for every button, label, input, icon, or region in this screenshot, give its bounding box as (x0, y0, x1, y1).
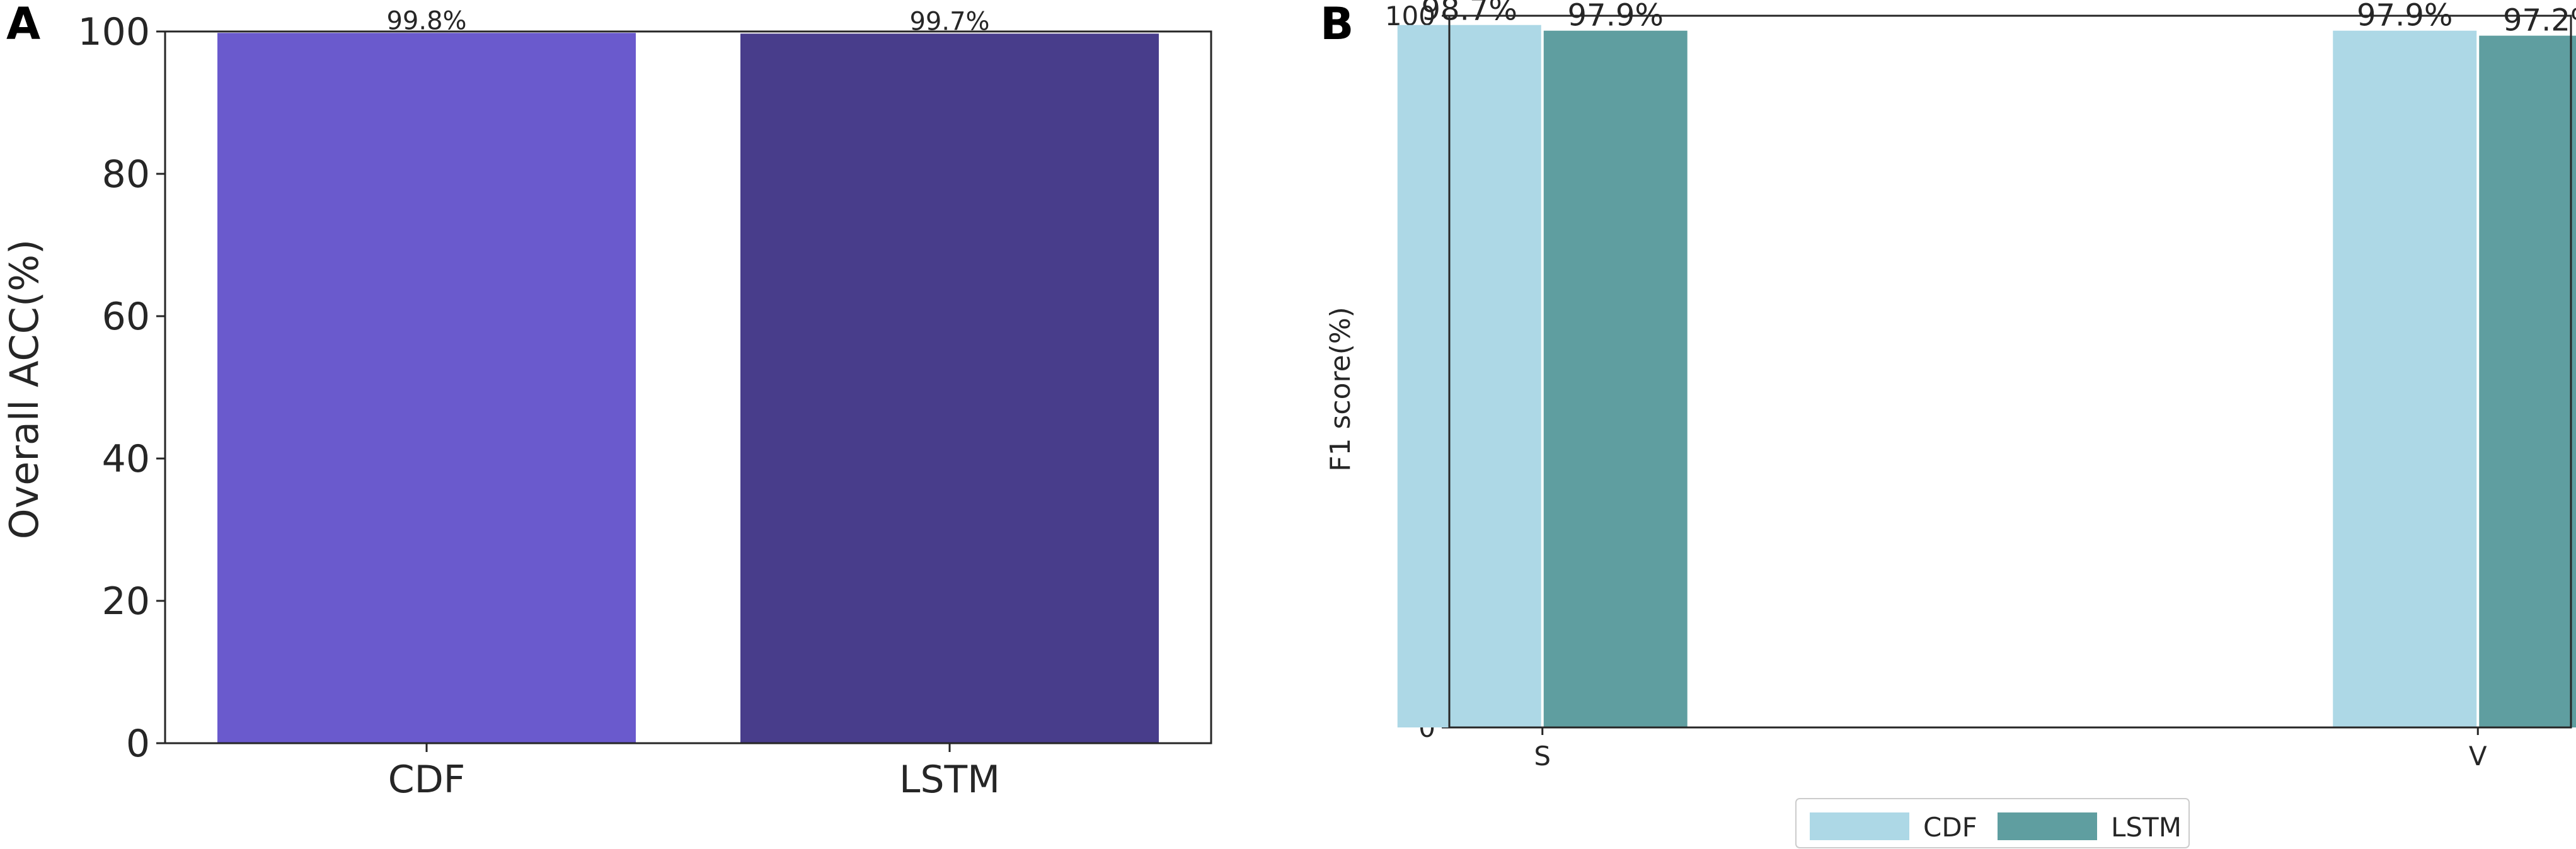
x-axis-ticks: CDF LSTM (388, 743, 1000, 802)
x-tick-label-cdf: CDF (388, 758, 466, 802)
x-tick-label-s: S (1534, 741, 1551, 772)
legend-swatch-lstm (1998, 812, 2097, 840)
panel-letter-b: B (1320, 0, 1354, 50)
y-axis-label: Overall ACC(%) (1, 239, 47, 539)
x-tick-label-lstm: LSTM (899, 758, 1000, 802)
bar-cdf-v (2333, 30, 2477, 728)
plot-frame (1448, 14, 2572, 729)
legend-label-lstm: LSTM (2111, 812, 2182, 843)
bar-group (1397, 25, 2576, 728)
data-label-lstm-v: 97.2% (2503, 3, 2576, 38)
y-tick-label: 20 (102, 579, 150, 624)
y-axis-ticks: 0 20 40 60 80 100 (78, 10, 165, 766)
panel-letter-a: A (6, 0, 40, 50)
bar-lstm (740, 33, 1159, 743)
y-tick-label: 80 (102, 152, 150, 197)
data-label-cdf-s: 98.7% (1421, 0, 1517, 28)
legend: CDF LSTM (1795, 798, 2190, 848)
bar-lstm-v (2479, 35, 2576, 727)
y-tick-label: 40 (102, 437, 150, 481)
legend-label-cdf: CDF (1923, 812, 1977, 843)
bar-lstm-s (1543, 30, 1688, 728)
y-tick-label: 0 (126, 722, 150, 766)
x-tick-label-v: V (2469, 741, 2487, 772)
bar-cdf (217, 33, 636, 743)
legend-swatch-cdf (1810, 812, 1909, 840)
y-tick-label: 100 (78, 10, 150, 54)
data-labels: 98.7%97.9%97.9%97.2% (1421, 0, 2576, 38)
bar-group (217, 33, 1159, 743)
bar-cdf-s (1397, 25, 1541, 728)
y-tick-label: 60 (102, 295, 150, 339)
plot-frame (164, 30, 1212, 744)
y-axis-label: F1 score(%) (1325, 307, 1357, 472)
